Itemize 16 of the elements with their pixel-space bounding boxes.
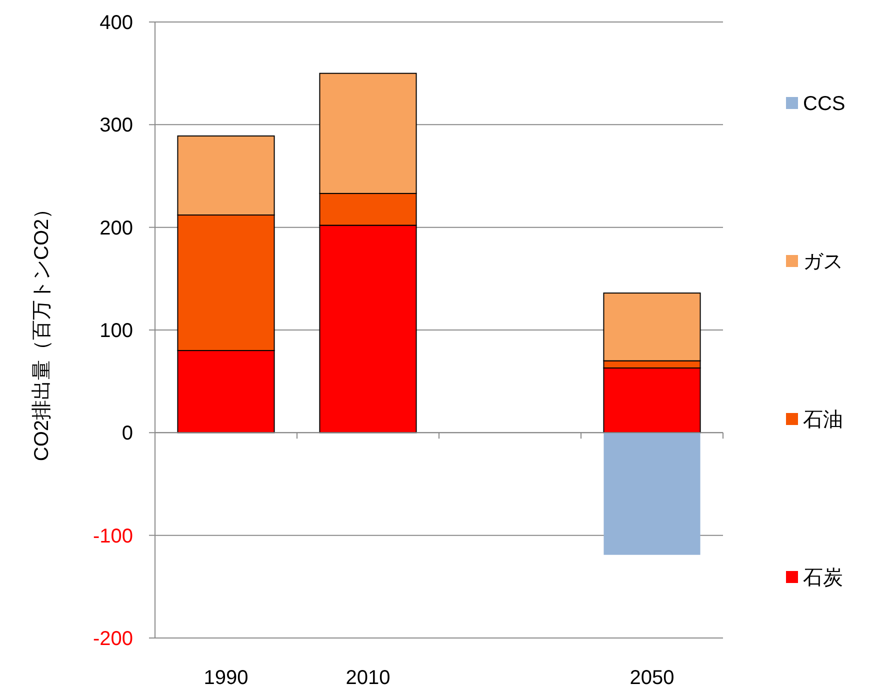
y-tick-label: 200 [100, 217, 133, 240]
bar [604, 432, 700, 555]
y-tick-label: 100 [100, 320, 133, 342]
y-axis-title: CO2排出量（百万トンCO2） [31, 198, 53, 462]
legend-label: CCS [803, 93, 846, 115]
legend-label: 石油 [803, 409, 843, 431]
y-tick-label: 0 [122, 422, 133, 445]
y-tick-label: -200 [92, 628, 133, 650]
legend-label: ガス [803, 251, 843, 273]
y-tick-label: -100 [92, 525, 133, 548]
x-tick-label: 1990 [204, 667, 248, 689]
legend-label: 石炭 [803, 567, 843, 589]
x-tick-label: 2050 [630, 667, 674, 689]
y-tick-label: 400 [100, 12, 133, 34]
x-tick-label: 2010 [346, 667, 390, 689]
y-tick-label: 300 [100, 114, 133, 137]
